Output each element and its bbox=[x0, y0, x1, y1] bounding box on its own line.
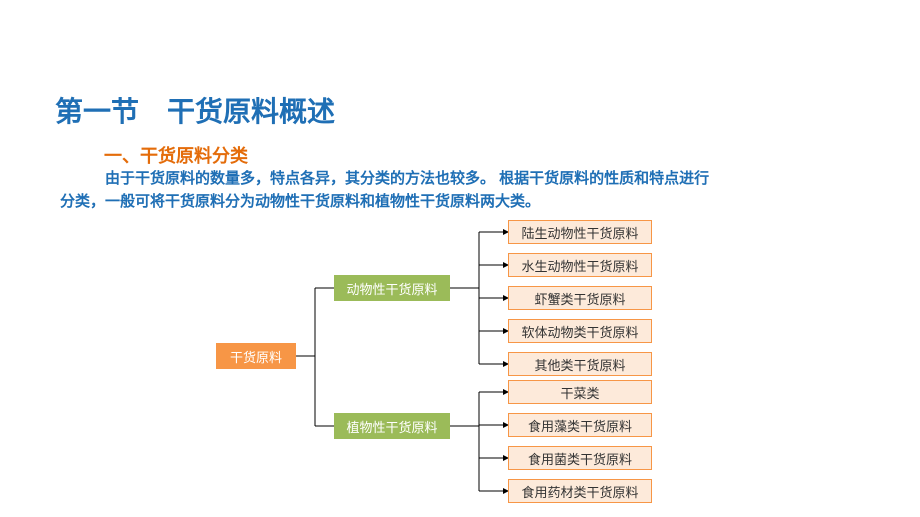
para-indent bbox=[60, 170, 105, 187]
leaf-animal-1: 水生动物性干货原料 bbox=[508, 253, 652, 277]
leaf-animal-2: 虾蟹类干货原料 bbox=[508, 286, 652, 310]
leaf-animal-0: 陆生动物性干货原料 bbox=[508, 220, 652, 244]
leaf-plant-0: 干菜类 bbox=[508, 380, 652, 404]
mid-node-animal: 动物性干货原料 bbox=[334, 275, 450, 301]
para-line2: 分类，一般可将干货原料分为动物性干货原料和植物性干货原料两大类。 bbox=[60, 193, 540, 210]
leaf-animal-3: 软体动物类干货原料 bbox=[508, 319, 652, 343]
connector-lines bbox=[0, 0, 920, 517]
leaf-plant-3: 食用药材类干货原料 bbox=[508, 479, 652, 503]
mid-node-plant: 植物性干货原料 bbox=[334, 413, 450, 439]
para-line1: 由于干货原料的数量多，特点各异，其分类的方法也较多。 根据干货原料的性质和特点进… bbox=[105, 170, 709, 187]
section-title: 第一节 干货原料概述 bbox=[55, 90, 335, 130]
section-subtitle: 一、干货原料分类 bbox=[104, 142, 248, 168]
intro-paragraph: 由于干货原料的数量多，特点各异，其分类的方法也较多。 根据干货原料的性质和特点进… bbox=[60, 168, 709, 213]
leaf-plant-1: 食用藻类干货原料 bbox=[508, 413, 652, 437]
root-node: 干货原料 bbox=[216, 343, 296, 369]
leaf-animal-4: 其他类干货原料 bbox=[508, 352, 652, 376]
leaf-plant-2: 食用菌类干货原料 bbox=[508, 446, 652, 470]
